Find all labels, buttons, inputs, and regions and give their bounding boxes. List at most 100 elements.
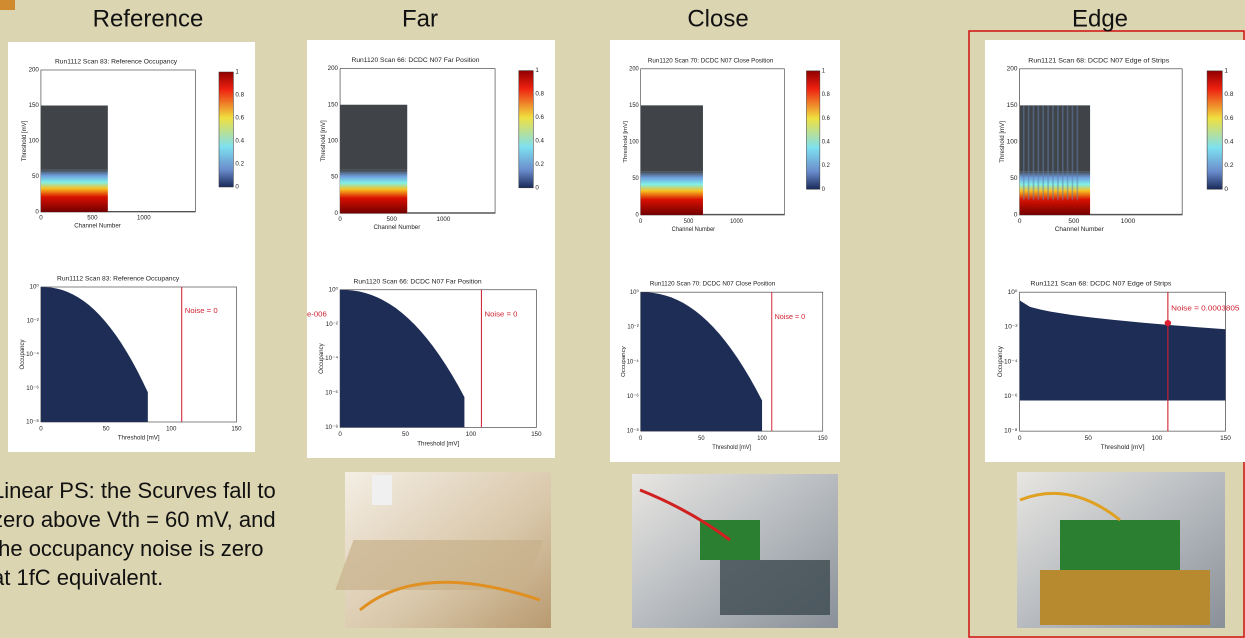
colorbar-tick: 0.8 <box>1224 91 1234 98</box>
top-title: Run1121 Scan 68: DCDC N07 Edge of Strips <box>1028 57 1170 64</box>
plot-panel: Run1120 Scan 66: DCDC N07 Far Position 0 5… <box>307 40 555 458</box>
top-y-tick: 100 <box>328 138 339 145</box>
bottom-title: Run1120 Scan 70: DCDC N07 Close Position <box>650 281 776 288</box>
heatmap-streak <box>1028 105 1030 200</box>
photo-edge <box>1017 472 1225 628</box>
colorbar-tick: 0.2 <box>1224 162 1234 169</box>
top-x-tick: 500 <box>684 219 694 225</box>
top-x-label: Channel Number <box>672 227 715 233</box>
noise-label: Noise = 0.0003805 <box>1171 304 1240 313</box>
heatmap-band <box>340 170 407 213</box>
heatmap-streak <box>1033 105 1035 200</box>
bottom-x-tick: 50 <box>698 436 705 442</box>
colorbar-tick: 1 <box>535 67 539 74</box>
bottom-y-tick: 10⁻⁸ <box>1004 428 1018 435</box>
colorbar <box>519 71 533 188</box>
note-line: zero above Vth = 60 mV, and <box>0 507 276 532</box>
heatmap-band <box>1020 171 1090 215</box>
colorbar-tick: 0.2 <box>235 161 244 168</box>
top-y-tick: 150 <box>1007 102 1018 109</box>
heatmap-dark <box>340 105 407 170</box>
bottom-y-tick: 10⁻⁴ <box>26 351 39 358</box>
colorbar-tick: 1 <box>1224 68 1228 75</box>
bottom-x-tick: 50 <box>103 426 110 433</box>
corner-mark <box>0 0 15 10</box>
colorbar-tick: 0.2 <box>822 163 831 169</box>
colorbar-tick: 0.8 <box>235 92 244 99</box>
heatmap-streak <box>1038 105 1040 200</box>
bottom-y-tick: 10⁰ <box>630 289 639 296</box>
plot-panel: Run1112 Scan 83: Reference Occupancy0501… <box>8 42 255 452</box>
bottom-y-tick: 10⁻⁴ <box>627 358 639 365</box>
top-x-tick: 1000 <box>730 219 743 225</box>
heatmap-streak <box>1077 105 1079 200</box>
top-y-label: Threshold [mV] <box>999 121 1006 163</box>
top-x-tick: 500 <box>387 216 398 223</box>
bottom-y-tick: 10⁰ <box>30 284 40 291</box>
heatmap-band <box>41 169 108 212</box>
heatmap-streak <box>1047 105 1049 200</box>
bottom-y-tick: 10⁻² <box>326 321 338 328</box>
top-y-tick: 50 <box>632 176 639 182</box>
photo-close <box>632 474 838 628</box>
heatmap-streak <box>1072 105 1074 200</box>
colorbar-tick: 0.4 <box>1224 139 1234 146</box>
top-y-tick: 150 <box>29 102 40 109</box>
noise-label: Noise = 0 <box>185 306 218 315</box>
bottom-x-tick: 100 <box>166 426 177 433</box>
heatmap-streak <box>1023 105 1025 200</box>
bottom-y-tick: 10⁻² <box>627 324 638 330</box>
bottom-x-tick: 150 <box>1220 435 1231 442</box>
top-y-tick: 200 <box>1007 66 1018 73</box>
bottom-y-tick: 10⁰ <box>1008 289 1018 296</box>
column-heading: Close <box>687 5 748 32</box>
bottom-y-tick: 10⁻² <box>1005 324 1018 331</box>
heatmap-streak <box>1057 105 1059 200</box>
colorbar-tick: 0 <box>535 184 539 191</box>
bottom-x-tick: 50 <box>1085 435 1093 442</box>
bottom-x-tick: 100 <box>466 431 477 438</box>
colorbar-tick: 0.4 <box>822 139 831 145</box>
note-line: at 1fC equivalent. <box>0 565 163 590</box>
note-line: the occupancy noise is zero <box>0 536 264 561</box>
page: {"headings": ["Reference", "Far", "Close… <box>0 0 1245 638</box>
bottom-y-tick: 10⁻⁴ <box>1004 358 1018 365</box>
column-heading: Far <box>402 5 438 32</box>
top-x-tick: 1000 <box>437 216 451 223</box>
top-y-tick: 150 <box>328 101 339 108</box>
bottom-title: Run1121 Scan 68: DCDC N07 Edge of Strips <box>1030 281 1172 288</box>
top-title: Run1120 Scan 66: DCDC N07 Far Position <box>351 57 479 64</box>
colorbar-tick: 0.4 <box>235 138 244 145</box>
bottom-x-label: Threshold [mV] <box>118 435 160 442</box>
bottom-x-tick: 150 <box>531 431 542 438</box>
bottom-y-tick: 10⁻⁶ <box>26 385 39 392</box>
colorbar-tick: 0.6 <box>1224 115 1234 122</box>
top-x-label: Channel Number <box>74 223 121 230</box>
bottom-x-label: Threshold [mV] <box>712 445 751 451</box>
noise-marker <box>1165 320 1172 326</box>
top-x-tick: 1000 <box>137 215 151 222</box>
bottom-x-tick: 100 <box>757 436 767 442</box>
colorbar-tick: 0.2 <box>535 161 544 168</box>
top-y-tick: 200 <box>629 66 639 72</box>
top-title: Run1120 Scan 70: DCDC N07 Close Position <box>648 57 774 64</box>
bottom-x-tick: 0 <box>338 431 342 438</box>
colorbar <box>1207 71 1222 189</box>
top-x-tick: 500 <box>1068 218 1079 225</box>
top-y-tick: 150 <box>629 103 639 109</box>
colorbar-tick: 0.8 <box>822 92 831 98</box>
column-heading: Edge <box>1072 5 1128 32</box>
top-x-tick: 1000 <box>1121 218 1136 225</box>
top-x-tick: 0 <box>338 216 342 223</box>
colorbar-tick: 0.6 <box>235 115 244 122</box>
heatmap-streak <box>1042 105 1044 200</box>
bottom-y-label: Occupancy <box>997 345 1004 377</box>
top-y-tick: 100 <box>629 139 639 145</box>
top-y-label: Threshold [mV] <box>21 120 28 161</box>
note-line: Linear PS: the Scurves fall to <box>0 478 276 503</box>
note-text: Linear PS: the Scurves fall to zero above… <box>0 478 276 590</box>
heatmap-streak <box>1052 105 1054 200</box>
plot-panel: Run1121 Scan 68: DCDC N07 Edge of Strips… <box>985 40 1245 462</box>
heatmap-dark <box>641 105 703 171</box>
bottom-y-tick: 10⁻⁸ <box>26 419 39 426</box>
